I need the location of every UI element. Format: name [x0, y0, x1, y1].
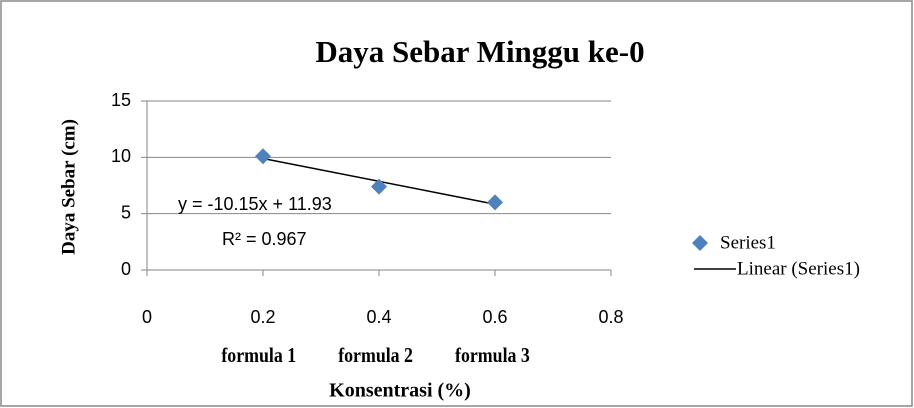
annotation: formula 1 [221, 345, 296, 368]
data-point [487, 194, 503, 211]
y-tick-label: 0 [121, 259, 131, 279]
x-tick-label: 0.4 [366, 307, 391, 327]
x-axis-title: Konsentrasi (%) [329, 380, 471, 402]
y-axis-title: Daya Sebar (cm) [58, 119, 79, 255]
x-tick-label: 0.6 [482, 307, 507, 327]
x-tick-label: 0.8 [598, 307, 623, 327]
x-tick-label: 0 [142, 307, 152, 327]
legend-label: Linear (Series1) [737, 258, 860, 279]
annotation: formula 2 [338, 345, 413, 368]
trendline-r2: R² = 0.967 [222, 229, 307, 249]
y-tick-label: 5 [121, 202, 131, 222]
annotation: formula 3 [455, 345, 530, 368]
data-point [371, 178, 387, 195]
legend-marker [692, 235, 708, 251]
chart-title: Daya Sebar Minggu ke-0 [315, 34, 644, 69]
trendline-equation: y = -10.15x + 11.93 [178, 194, 332, 214]
y-tick-label: 15 [111, 90, 131, 110]
y-tick-label: 10 [111, 146, 131, 166]
data-point [255, 148, 271, 165]
x-tick-label: 0.2 [250, 307, 275, 327]
legend-label: Series1 [720, 232, 776, 253]
